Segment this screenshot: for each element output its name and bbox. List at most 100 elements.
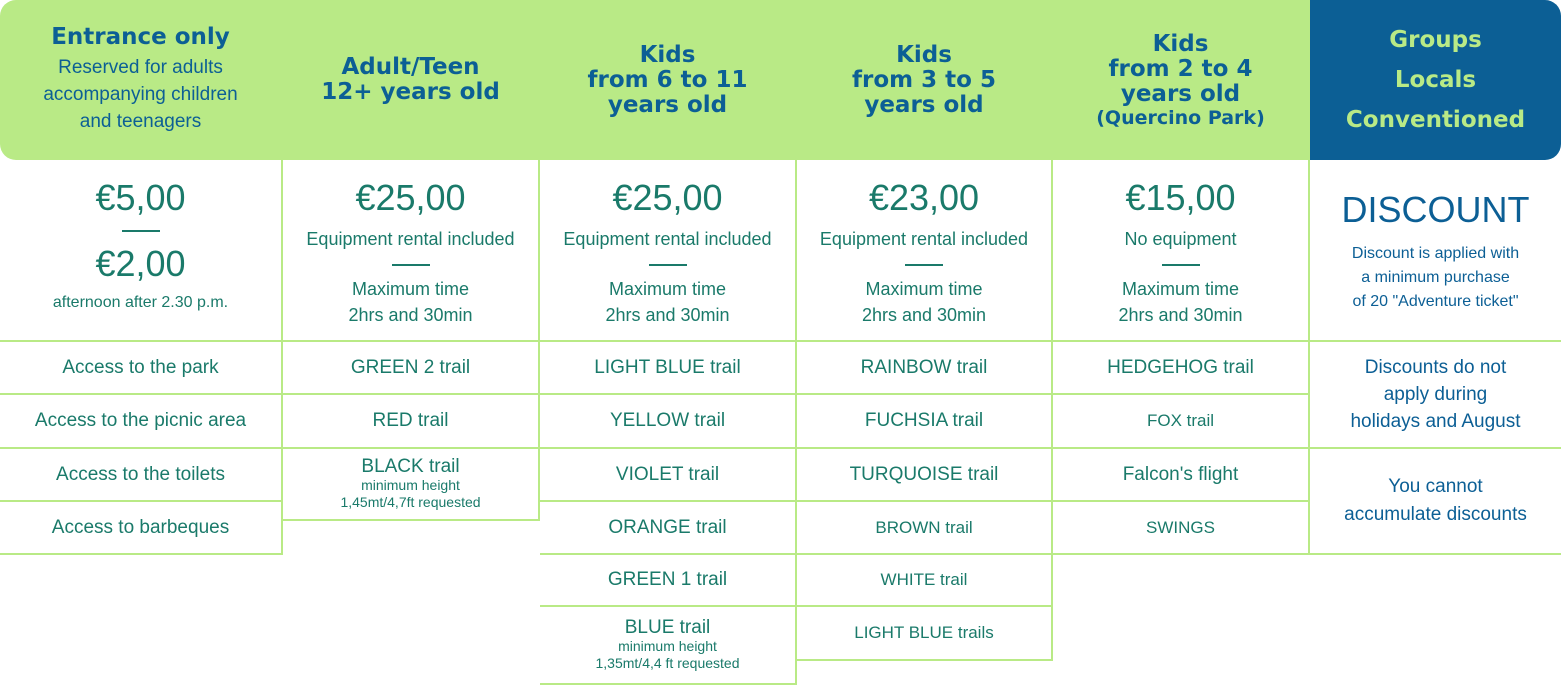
column-groups: Groups Locals Conventioned DISCOUNT Disc… [1310, 0, 1561, 555]
price-box: €25,00 Equipment rental included Maximum… [540, 160, 795, 340]
header-kids-6-11: Kids from 6 to 11 years old [540, 0, 795, 160]
header-title: years old [864, 91, 984, 118]
header-kids-2-4: Kids from 2 to 4 years old (Quercino Par… [1053, 0, 1308, 160]
header-title: Locals [1394, 67, 1477, 93]
trail-item: WHITE trail [797, 553, 1051, 605]
header-title: (Quercino Park) [1096, 106, 1265, 129]
header-subtitle: Reserved for adults [58, 57, 223, 78]
header-title: Adult/Teen [341, 54, 480, 80]
discount-text: Discount is applied with [1351, 245, 1520, 262]
equipment-note: Equipment rental included [306, 229, 515, 249]
header-groups: Groups Locals Conventioned [1310, 0, 1561, 160]
price-box: €5,00 €2,00 afternoon after 2.30 p.m. [0, 160, 281, 340]
price: €25,00 [612, 177, 723, 218]
header-title: 12+ years old [321, 79, 500, 105]
column-kids-3-5: Kids from 3 to 5 years old €23,00 Equipm… [797, 0, 1053, 661]
divider [1161, 264, 1200, 266]
discount-title: DISCOUNT [1341, 189, 1530, 230]
divider [121, 230, 160, 232]
equipment-note: Equipment rental included [819, 229, 1029, 249]
trail-item: BLACK trail minimum height 1,45mt/4,7ft … [283, 447, 538, 519]
trail-item: GREEN 1 trail [540, 553, 795, 605]
price-box: €23,00 Equipment rental included Maximum… [797, 160, 1051, 340]
discount-text: a minimum purchase [1361, 269, 1510, 286]
trail-item: SWINGS [1053, 500, 1308, 553]
trail-item: FUCHSIA trail [797, 393, 1051, 447]
header-kids-3-5: Kids from 3 to 5 years old [797, 0, 1051, 160]
trail-item: TURQUOISE trail [797, 447, 1051, 500]
price-note: afternoon after 2.30 p.m. [52, 294, 229, 311]
max-time-value: 2hrs and 30min [605, 305, 730, 325]
trail-item: HEDGEHOG trail [1053, 340, 1308, 393]
discount-note: You cannot accumulate discounts [1310, 447, 1561, 553]
header-title: years old [607, 91, 728, 118]
column-kids-2-4: Kids from 2 to 4 years old (Quercino Par… [1053, 0, 1310, 555]
price-afternoon: €2,00 [95, 243, 186, 284]
trail-item: ORANGE trail [540, 500, 795, 553]
price: €25,00 [355, 177, 466, 218]
discount-box: DISCOUNT Discount is applied with a mini… [1310, 160, 1561, 340]
max-time-label: Maximum time [351, 279, 469, 299]
trail-item: LIGHT BLUE trail [540, 340, 795, 393]
price: €23,00 [868, 177, 980, 218]
list-item: Access to the picnic area [0, 393, 281, 447]
header-title: Kids [896, 41, 952, 68]
list-item: Access to the toilets [0, 447, 281, 500]
trail-item: Falcon's flight [1053, 447, 1308, 500]
discount-note: Discounts do not apply during holidays a… [1310, 340, 1561, 447]
trail-item: BROWN trail [797, 500, 1051, 553]
divider [391, 264, 430, 266]
equipment-note: Equipment rental included [563, 229, 772, 249]
equipment-note: No equipment [1124, 229, 1237, 249]
trail-name: BLACK trail [361, 456, 460, 477]
header-entrance-only: Entrance only Reserved for adults accomp… [0, 0, 281, 160]
header-title: Conventioned [1345, 107, 1526, 133]
column-entrance-only: Entrance only Reserved for adults accomp… [0, 0, 283, 555]
trail-item: FOX trail [1053, 393, 1308, 447]
trail-note: 1,45mt/4,7ft requested [340, 494, 481, 510]
trail-note: minimum height [361, 477, 460, 493]
header-subtitle: accompanying children [43, 84, 238, 105]
max-time-value: 2hrs and 30min [1118, 305, 1243, 325]
header-title: Entrance only [51, 24, 230, 50]
header-title: from 3 to 5 [852, 66, 996, 93]
divider [905, 264, 943, 266]
price: €15,00 [1125, 177, 1236, 218]
divider [648, 264, 687, 266]
trail-note: 1,35mt/4,4 ft requested [595, 655, 740, 671]
price: €5,00 [95, 177, 186, 218]
trail-name: BLUE trail [624, 617, 711, 638]
header-title: Kids [639, 41, 696, 68]
trail-item: LIGHT BLUE trails [797, 605, 1051, 659]
header-subtitle: and teenagers [79, 111, 202, 132]
note-line: accumulate discounts [1344, 504, 1527, 525]
trail-item: VIOLET trail [540, 447, 795, 500]
max-time-label: Maximum time [1121, 279, 1239, 299]
header-title: from 6 to 11 [587, 66, 748, 93]
header-title: Groups [1389, 27, 1482, 53]
max-time-value: 2hrs and 30min [348, 305, 473, 325]
list-item: Access to the park [0, 340, 281, 393]
trail-item: BLUE trail minimum height 1,35mt/4,4 ft … [540, 605, 795, 683]
list-item: Access to barbeques [0, 500, 281, 553]
trail-item: GREEN 2 trail [283, 340, 538, 393]
header-title: Kids [1152, 30, 1209, 57]
column-adult-teen: Adult/Teen 12+ years old €25,00 Equipmen… [283, 0, 540, 521]
note-line: holidays and August [1350, 411, 1521, 432]
trail-item: YELLOW trail [540, 393, 795, 447]
price-box: €25,00 Equipment rental included Maximum… [283, 160, 538, 340]
trail-item: RED trail [283, 393, 538, 447]
price-box: €15,00 No equipment Maximum time 2hrs an… [1053, 160, 1308, 340]
trail-note: minimum height [618, 638, 717, 654]
discount-text: of 20 "Adventure ticket" [1352, 293, 1519, 310]
max-time-value: 2hrs and 30min [861, 305, 987, 325]
note-line: You cannot [1388, 476, 1483, 497]
column-kids-6-11: Kids from 6 to 11 years old €25,00 Equip… [540, 0, 797, 685]
trail-item: RAINBOW trail [797, 340, 1051, 393]
max-time-label: Maximum time [608, 279, 726, 299]
note-line: Discounts do not [1364, 357, 1507, 378]
header-title: years old [1120, 80, 1241, 107]
max-time-label: Maximum time [865, 279, 983, 299]
note-line: apply during [1383, 384, 1488, 405]
header-adult-teen: Adult/Teen 12+ years old [283, 0, 538, 160]
